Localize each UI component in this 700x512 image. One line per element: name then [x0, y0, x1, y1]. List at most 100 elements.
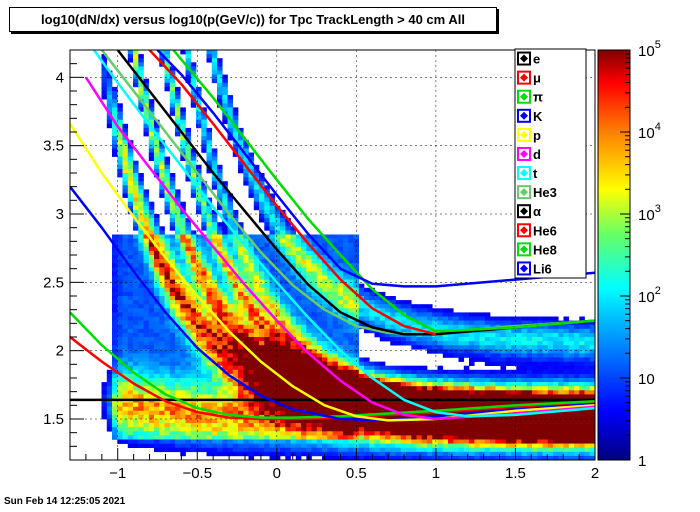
heat-cell — [364, 435, 370, 440]
heat-cell — [133, 423, 139, 428]
heat-cell — [112, 308, 118, 313]
heat-cell — [553, 443, 559, 448]
heat-cell — [589, 431, 595, 436]
heat-cell — [537, 386, 543, 391]
heat-cell — [442, 423, 449, 428]
heat-cell — [211, 177, 218, 182]
heat-cell — [343, 361, 349, 366]
heat-cell — [327, 455, 333, 460]
heat-cell — [238, 402, 244, 407]
heat-cell — [238, 271, 244, 276]
heat-cell — [364, 304, 370, 309]
heat-cell — [238, 419, 244, 424]
heat-cell — [206, 197, 213, 202]
heat-cell — [227, 390, 234, 395]
heat-cell — [416, 304, 423, 309]
heat-cell — [332, 341, 339, 346]
heat-cell — [190, 410, 197, 416]
heat-cell — [285, 443, 291, 448]
heat-cell — [411, 369, 417, 375]
heat-cell — [332, 365, 339, 371]
curve-He8 — [172, 50, 595, 333]
heat-cell — [500, 361, 507, 366]
heat-cell — [122, 296, 129, 301]
heat-cell — [169, 419, 176, 424]
heat-cell — [238, 275, 244, 280]
heat-cell — [563, 386, 570, 391]
heat-cell — [122, 177, 129, 182]
heat-cell — [479, 443, 486, 448]
heat-cell — [337, 394, 344, 399]
heat-cell — [196, 349, 202, 354]
heat-cell — [269, 218, 276, 223]
heat-cell — [148, 205, 155, 211]
heat-cell — [133, 275, 139, 280]
heat-cell — [227, 300, 234, 305]
heat-cell — [112, 341, 118, 346]
heat-cell — [547, 390, 554, 395]
heat-cell — [248, 369, 255, 375]
heat-cell — [421, 390, 428, 395]
heat-cell — [343, 406, 349, 412]
heat-cell — [343, 427, 349, 432]
heat-cell — [190, 148, 197, 153]
heat-cell — [206, 435, 213, 440]
heat-cell — [316, 259, 323, 264]
palette-tick-label: 1 — [638, 453, 646, 470]
heat-cell — [463, 324, 470, 330]
heat-cell — [211, 58, 218, 63]
heat-cell — [206, 439, 213, 444]
heat-cell — [343, 242, 349, 248]
heat-cell — [185, 62, 192, 67]
heat-cell — [400, 431, 407, 436]
heat-cell — [138, 103, 144, 108]
heat-cell — [190, 345, 197, 350]
heat-cell — [290, 451, 297, 457]
heat-cell — [211, 164, 218, 170]
heat-cell — [175, 242, 181, 248]
heat-cell — [269, 255, 276, 260]
heat-cell — [138, 173, 144, 178]
heat-cell — [348, 349, 354, 354]
heat-cell — [343, 341, 349, 346]
heat-cell — [259, 406, 265, 412]
heat-cell — [232, 365, 239, 371]
heat-cell — [358, 308, 365, 313]
heat-cell — [169, 291, 176, 297]
heat-cell — [432, 423, 438, 428]
heat-cell — [206, 365, 213, 371]
heat-cell — [206, 152, 213, 157]
heat-cell — [358, 447, 365, 453]
heat-cell — [122, 378, 129, 383]
heat-cell — [117, 246, 123, 252]
heat-cell — [453, 455, 459, 460]
heat-cell — [311, 271, 318, 276]
heat-cell — [453, 410, 459, 416]
heat-cell — [568, 435, 575, 440]
heat-cell — [358, 423, 365, 428]
heat-cell — [238, 148, 244, 153]
heat-cell — [127, 50, 134, 55]
heat-cell — [348, 427, 354, 432]
heat-cell — [537, 353, 543, 358]
heat-cell — [201, 349, 207, 354]
heat-cell — [112, 148, 118, 153]
heat-cell — [148, 115, 155, 120]
heat-cell — [127, 304, 134, 309]
heat-cell — [196, 234, 202, 239]
heat-cell — [169, 320, 176, 325]
heat-cell — [217, 62, 223, 67]
heat-cell — [122, 148, 129, 153]
heat-cell — [222, 447, 228, 453]
heat-cell — [442, 419, 449, 424]
heat-cell — [222, 115, 228, 120]
heat-cell — [343, 332, 349, 338]
heat-cell — [532, 369, 538, 375]
heat-cell — [117, 349, 123, 354]
heat-cell — [584, 332, 591, 338]
heat-cell — [495, 431, 501, 436]
heat-cell — [185, 78, 192, 84]
x-tick-label: 1 — [432, 465, 440, 482]
heat-cell — [337, 427, 344, 432]
heat-cell — [217, 447, 223, 453]
